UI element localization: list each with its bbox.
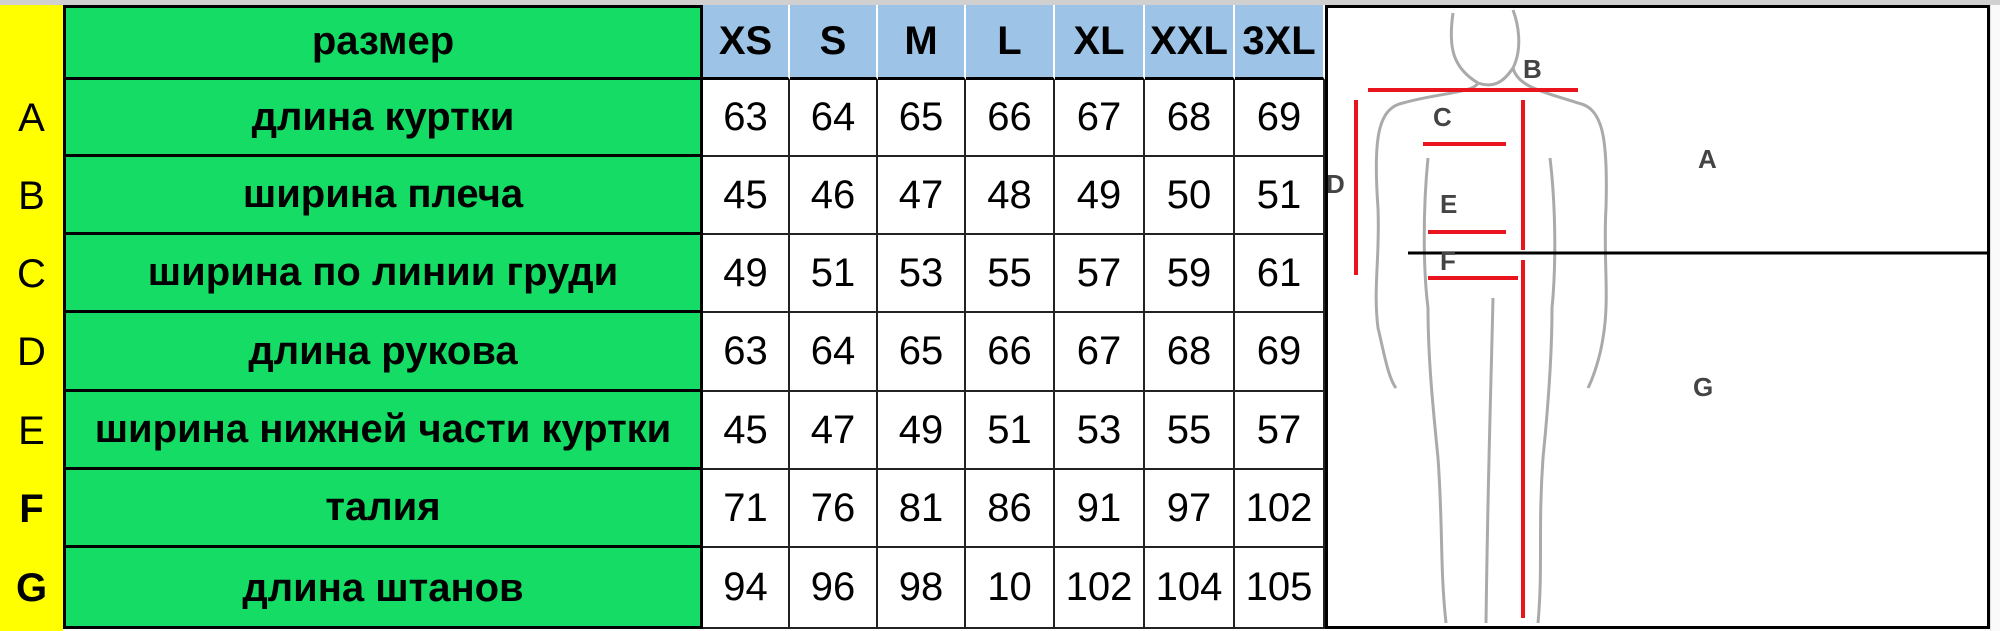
table-cell: 102 — [1235, 470, 1325, 548]
table-cell: 96 — [790, 548, 878, 629]
table-cell: 51 — [966, 392, 1055, 470]
figure-label-f: F — [1440, 246, 1456, 276]
table-cell: 69 — [1235, 313, 1325, 392]
table-cell: 49 — [878, 392, 966, 470]
table-cell: 97 — [1145, 470, 1235, 548]
label-column — [63, 5, 703, 629]
table-cell: 57 — [1055, 235, 1145, 313]
figure-label-e: E — [1440, 189, 1457, 219]
table-cell: 91 — [1055, 470, 1145, 548]
table-cell: 51 — [1235, 157, 1325, 235]
row-letter-f: F — [19, 487, 44, 531]
table-cell: 10 — [966, 548, 1055, 629]
table-cell: 76 — [790, 470, 878, 548]
table-cell: 49 — [703, 235, 790, 313]
row-letter-b: B — [18, 174, 45, 218]
table-cell: 67 — [1055, 313, 1145, 392]
table-cell: 104 — [1145, 548, 1235, 629]
table-cell: 48 — [966, 157, 1055, 235]
table-cell: 102 — [1055, 548, 1145, 629]
size-header-m: M — [878, 5, 966, 80]
table-cell: 45 — [703, 392, 790, 470]
body-measurement-figure: B A C D E F G — [1325, 5, 1990, 629]
table-cell: 53 — [878, 235, 966, 313]
row-letter-g: G — [15, 566, 48, 610]
table-cell: 67 — [1055, 80, 1145, 157]
sheet-grid-edge — [1990, 5, 2000, 631]
table-cell: 86 — [966, 470, 1055, 548]
size-header-xs: XS — [703, 5, 790, 80]
figure-label-d: D — [1328, 169, 1345, 199]
table-cell: 57 — [1235, 392, 1325, 470]
table-cell: 64 — [790, 313, 878, 392]
body-silhouette-icon: B A C D E F G — [1326, 9, 1987, 624]
size-header-xl: XL — [1055, 5, 1145, 80]
table-cell: 65 — [878, 313, 966, 392]
table-cell: 105 — [1235, 548, 1325, 629]
table-cell: 47 — [878, 157, 966, 235]
table-cell: 66 — [966, 80, 1055, 157]
row-label: длина штанов — [242, 566, 524, 610]
size-header-label: размер — [63, 5, 703, 80]
row-label: ширина по линии груди — [63, 235, 703, 313]
table-cell: 51 — [790, 235, 878, 313]
table-cell: 65 — [878, 80, 966, 157]
sheet-top-strip — [0, 0, 2000, 5]
table-cell: 61 — [1235, 235, 1325, 313]
figure-label-b: B — [1523, 54, 1542, 84]
table-cell: 68 — [1145, 313, 1235, 392]
table-cell: 63 — [703, 80, 790, 157]
table-cell: 55 — [1145, 392, 1235, 470]
table-cell: 81 — [878, 470, 966, 548]
size-header-l: L — [966, 5, 1055, 80]
table-cell: 46 — [790, 157, 878, 235]
table-cell: 50 — [1145, 157, 1235, 235]
row-label: талия — [63, 470, 703, 548]
figure-label-c: C — [1433, 102, 1452, 132]
table-cell: 98 — [878, 548, 966, 629]
table-cell: 71 — [703, 470, 790, 548]
table-cell: 49 — [1055, 157, 1145, 235]
table-cell: 47 — [790, 392, 878, 470]
figure-label-a: A — [1698, 144, 1717, 174]
table-cell: 59 — [1145, 235, 1235, 313]
letter-column — [0, 5, 63, 631]
table-cell: 69 — [1235, 80, 1325, 157]
size-header-xxl: XXL — [1145, 5, 1235, 80]
table-cell: 64 — [790, 80, 878, 157]
size-header-3xl: 3XL — [1235, 5, 1325, 80]
row-letter-d: D — [17, 330, 46, 374]
table-cell: 45 — [703, 157, 790, 235]
size-header-s: S — [790, 5, 878, 80]
table-cell: 94 — [703, 548, 790, 629]
table-cell: 68 — [1145, 80, 1235, 157]
row-letter-a: A — [18, 96, 45, 140]
figure-label-g: G — [1693, 372, 1713, 402]
row-letter-e: E — [18, 409, 45, 453]
row-label: ширина нижней части куртки — [63, 392, 703, 470]
table-cell: 53 — [1055, 392, 1145, 470]
table-cell: 55 — [966, 235, 1055, 313]
row-letter-c: C — [17, 252, 46, 296]
row-label: длина куртки — [63, 80, 703, 157]
table-cell: 63 — [703, 313, 790, 392]
row-label: длина рукова — [63, 313, 703, 392]
table-cell: 66 — [966, 313, 1055, 392]
row-label: ширина плеча — [63, 157, 703, 235]
